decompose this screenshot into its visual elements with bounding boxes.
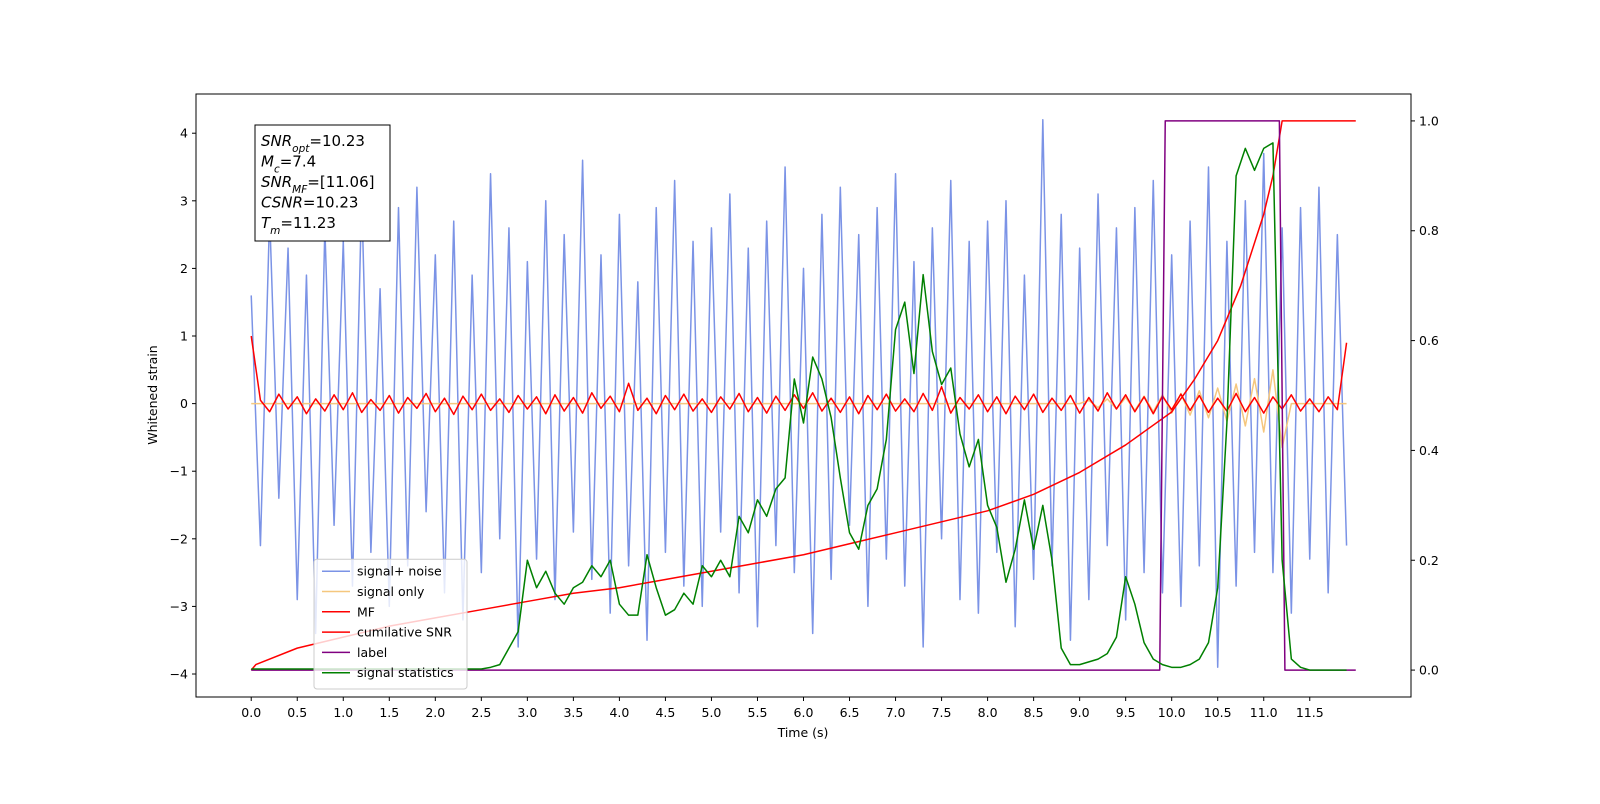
x-tick-label: 10.0 bbox=[1158, 705, 1186, 720]
x-tick-label: 8.5 bbox=[1024, 705, 1044, 720]
y-tick-label: −3 bbox=[170, 599, 188, 614]
y-tick-label: 2 bbox=[180, 261, 188, 276]
legend-label: MF bbox=[357, 604, 375, 619]
annotation-value: =11.23 bbox=[280, 214, 336, 232]
annotation: SNRMF=[11.06] bbox=[261, 173, 375, 196]
x-tick-label: 7.0 bbox=[886, 705, 906, 720]
x-tick-label: 5.0 bbox=[702, 705, 722, 720]
x-tick-label: 5.5 bbox=[748, 705, 768, 720]
x-tick-label: 6.5 bbox=[840, 705, 860, 720]
annotation-symbol: M bbox=[261, 153, 274, 171]
y-tick-label: 1 bbox=[180, 329, 188, 344]
y2-tick-label: 0.8 bbox=[1419, 223, 1439, 238]
annotation-subscript: m bbox=[270, 225, 280, 237]
x-tick-label: 11.0 bbox=[1250, 705, 1278, 720]
annotation-value: =10.23 bbox=[309, 132, 365, 150]
annotation-subscript: c bbox=[274, 164, 280, 176]
y-tick-label: 3 bbox=[180, 193, 188, 208]
annotation-value: =[11.06] bbox=[307, 173, 374, 191]
x-tick-label: 0.5 bbox=[287, 705, 307, 720]
annotation-value: =7.4 bbox=[280, 153, 316, 171]
legend-label: signal+ noise bbox=[357, 564, 442, 579]
annotation-value: =10.23 bbox=[303, 194, 359, 212]
y-tick-label: −4 bbox=[170, 667, 188, 682]
y2-tick-label: 0.0 bbox=[1419, 663, 1439, 678]
annotation: CSNR=10.23 bbox=[261, 194, 358, 212]
annotation: Tm=11.23 bbox=[261, 214, 336, 237]
x-axis-label: Time (s) bbox=[777, 725, 829, 740]
x-tick-label: 4.0 bbox=[609, 705, 629, 720]
annotation-symbol: SNR bbox=[261, 173, 292, 191]
y-tick-label: 0 bbox=[180, 396, 188, 411]
x-tick-label: 4.5 bbox=[655, 705, 675, 720]
plot-frame bbox=[195, 93, 1412, 698]
x-tick-label: 7.5 bbox=[932, 705, 952, 720]
x-tick-label: 11.5 bbox=[1296, 705, 1324, 720]
y-tick-label: 4 bbox=[180, 126, 188, 141]
x-tick-label: 9.5 bbox=[1116, 705, 1136, 720]
annotation: Mc=7.4 bbox=[261, 153, 316, 176]
x-tick-label: 1.0 bbox=[333, 705, 353, 720]
annotation-symbol: T bbox=[261, 214, 272, 232]
y2-tick-label: 0.6 bbox=[1419, 333, 1439, 348]
legend-label: cumilative SNR bbox=[357, 625, 452, 640]
annotation-symbol: SNR bbox=[261, 132, 292, 150]
annotation: SNRopt=10.23 bbox=[261, 132, 365, 155]
x-tick-label: 10.5 bbox=[1204, 705, 1232, 720]
annotation-subscript: MF bbox=[292, 184, 308, 196]
x-tick-label: 3.0 bbox=[517, 705, 537, 720]
y2-tick-label: 1.0 bbox=[1419, 113, 1439, 128]
legend-box bbox=[313, 558, 468, 690]
x-tick-label: 2.5 bbox=[471, 705, 491, 720]
legend-label: label bbox=[357, 645, 387, 660]
annotation-symbol: CSNR bbox=[261, 194, 303, 212]
x-tick-label: 9.0 bbox=[1070, 705, 1090, 720]
series-line bbox=[250, 118, 1348, 669]
legend-label: signal only bbox=[357, 584, 425, 599]
y-axis-label: Whitened strain bbox=[145, 345, 160, 444]
x-tick-label: 1.5 bbox=[379, 705, 399, 720]
y-tick-label: −1 bbox=[170, 464, 188, 479]
annotation-subscript: opt bbox=[292, 143, 310, 155]
x-tick-label: 6.0 bbox=[794, 705, 814, 720]
series-line bbox=[251, 120, 1356, 671]
legend-label: signal statistics bbox=[357, 665, 454, 680]
y2-tick-label: 0.2 bbox=[1419, 553, 1439, 568]
y-tick-label: −2 bbox=[170, 531, 188, 546]
x-tick-label: 2.0 bbox=[425, 705, 445, 720]
y2-tick-label: 0.4 bbox=[1419, 443, 1439, 458]
x-tick-label: 3.5 bbox=[563, 705, 583, 720]
x-tick-label: 0.0 bbox=[241, 705, 261, 720]
x-tick-label: 8.0 bbox=[978, 705, 998, 720]
annotation-box bbox=[254, 124, 391, 242]
